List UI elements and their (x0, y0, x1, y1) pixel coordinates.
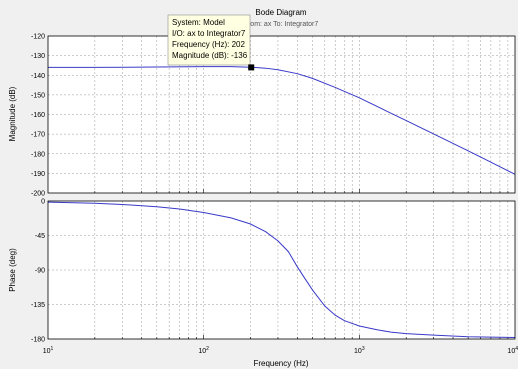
y-tick-label: -140 (31, 73, 45, 80)
datatip-line-frequency: Frequency (Hz): 202 (172, 40, 245, 49)
chart-subtitle: From: ax To: Integrator7 (244, 21, 319, 28)
phase-series-line[interactable] (47, 201, 516, 338)
magnitude-panel[interactable]: -120 -130 -140 -150 -160 -170 -180 -190 -200 Mag… (8, 34, 516, 198)
y-tick-label: -150 (31, 92, 45, 99)
x-axis-label: Frequency (Hz) (253, 359, 308, 368)
y-tick-label: -180 (31, 151, 45, 158)
datatip-marker[interactable] (248, 64, 255, 71)
x-tick-label: 101 (43, 346, 54, 355)
magnitude-ylabel: Magnitude (dB) (8, 86, 17, 141)
y-tick-label: 0 (41, 199, 45, 206)
y-tick-label: -200 (31, 191, 45, 198)
magnitude-grid (48, 36, 515, 193)
x-tick-label: 103 (354, 346, 365, 355)
magnitude-y-ticks: -120 -130 -140 -150 -160 -170 -180 -190 -200 (31, 34, 45, 198)
x-tick-label: 102 (198, 346, 209, 355)
magnitude-axes-frame (47, 35, 516, 194)
y-tick-label: -90 (35, 268, 45, 275)
phase-grid (48, 201, 515, 339)
y-tick-label: -120 (31, 34, 45, 41)
y-tick-label: -135 (31, 302, 45, 309)
y-tick-label: -160 (31, 112, 45, 119)
y-tick-label: -190 (31, 171, 45, 178)
datatip-line-system: System: Model (172, 18, 225, 27)
datatip-line-io: I/O: ax to Integrator7 (172, 29, 246, 38)
phase-y-ticks: 0 -45 -90 -135 -180 (31, 199, 45, 344)
datatip[interactable]: System: Model I/O: ax to Integrator7 Fre… (167, 14, 255, 71)
chart-title: Bode Diagram (255, 8, 306, 17)
x-tick-label: 104 (507, 346, 518, 355)
phase-axes-frame (47, 200, 516, 340)
phase-panel[interactable]: 0 -45 -90 -135 -180 Phase (deg) (8, 199, 516, 344)
y-tick-label: -180 (31, 337, 45, 344)
datatip-line-magnitude: Magnitude (dB): -136 (172, 51, 248, 60)
magnitude-series-line[interactable] (48, 66, 516, 175)
y-tick-label: -45 (35, 233, 45, 240)
x-tick-labels: 101 102 103 104 (43, 346, 518, 355)
datatip-box[interactable] (167, 14, 251, 66)
phase-ylabel: Phase (deg) (8, 248, 17, 292)
y-tick-label: -130 (31, 53, 45, 60)
y-tick-label: -170 (31, 132, 45, 139)
